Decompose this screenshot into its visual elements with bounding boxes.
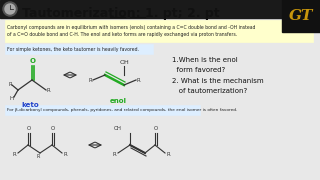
Text: keto: keto (21, 102, 39, 108)
Text: R: R (8, 82, 12, 87)
Text: Tautomerization: 1. pt; 2. pt: Tautomerization: 1. pt; 2. pt (22, 6, 220, 19)
Text: OH: OH (114, 126, 122, 131)
Text: R: R (136, 78, 140, 82)
Bar (0, 0, 320, 18)
Text: R: R (88, 78, 92, 84)
Text: 2. What is the mechanism
   of tautomerization?: 2. What is the mechanism of tautomerizat… (172, 78, 264, 94)
Circle shape (5, 4, 15, 14)
Bar (5, 20, 313, 42)
Text: H: H (10, 96, 14, 102)
Bar (5, 44, 153, 54)
Text: O: O (30, 58, 36, 64)
Text: R: R (36, 154, 40, 159)
Text: O: O (154, 126, 158, 131)
Text: O: O (51, 126, 55, 131)
Text: R: R (46, 87, 50, 93)
Text: GT: GT (289, 9, 313, 23)
Text: enol: enol (109, 98, 126, 104)
Bar (282, 0, 320, 32)
Text: R: R (63, 152, 67, 158)
Text: Carbonyl compounds are in equilibrium with isomers (enols) containing a C=C doub: Carbonyl compounds are in equilibrium wi… (7, 25, 255, 37)
Circle shape (3, 2, 17, 16)
Text: R: R (112, 152, 116, 158)
Text: R: R (166, 152, 170, 158)
Text: 1.When is the enol
  form favored?: 1.When is the enol form favored? (172, 57, 238, 73)
Text: For simple ketones, the keto tautomer is heavily favored.: For simple ketones, the keto tautomer is… (7, 46, 139, 51)
Text: R: R (12, 152, 16, 158)
Bar (5, 105, 200, 115)
Text: O: O (27, 126, 31, 131)
Text: For β-dicarbonyl compounds, phenols, pyridones, and related compounds, the enol : For β-dicarbonyl compounds, phenols, pyr… (7, 108, 237, 112)
Text: OH: OH (119, 60, 129, 65)
